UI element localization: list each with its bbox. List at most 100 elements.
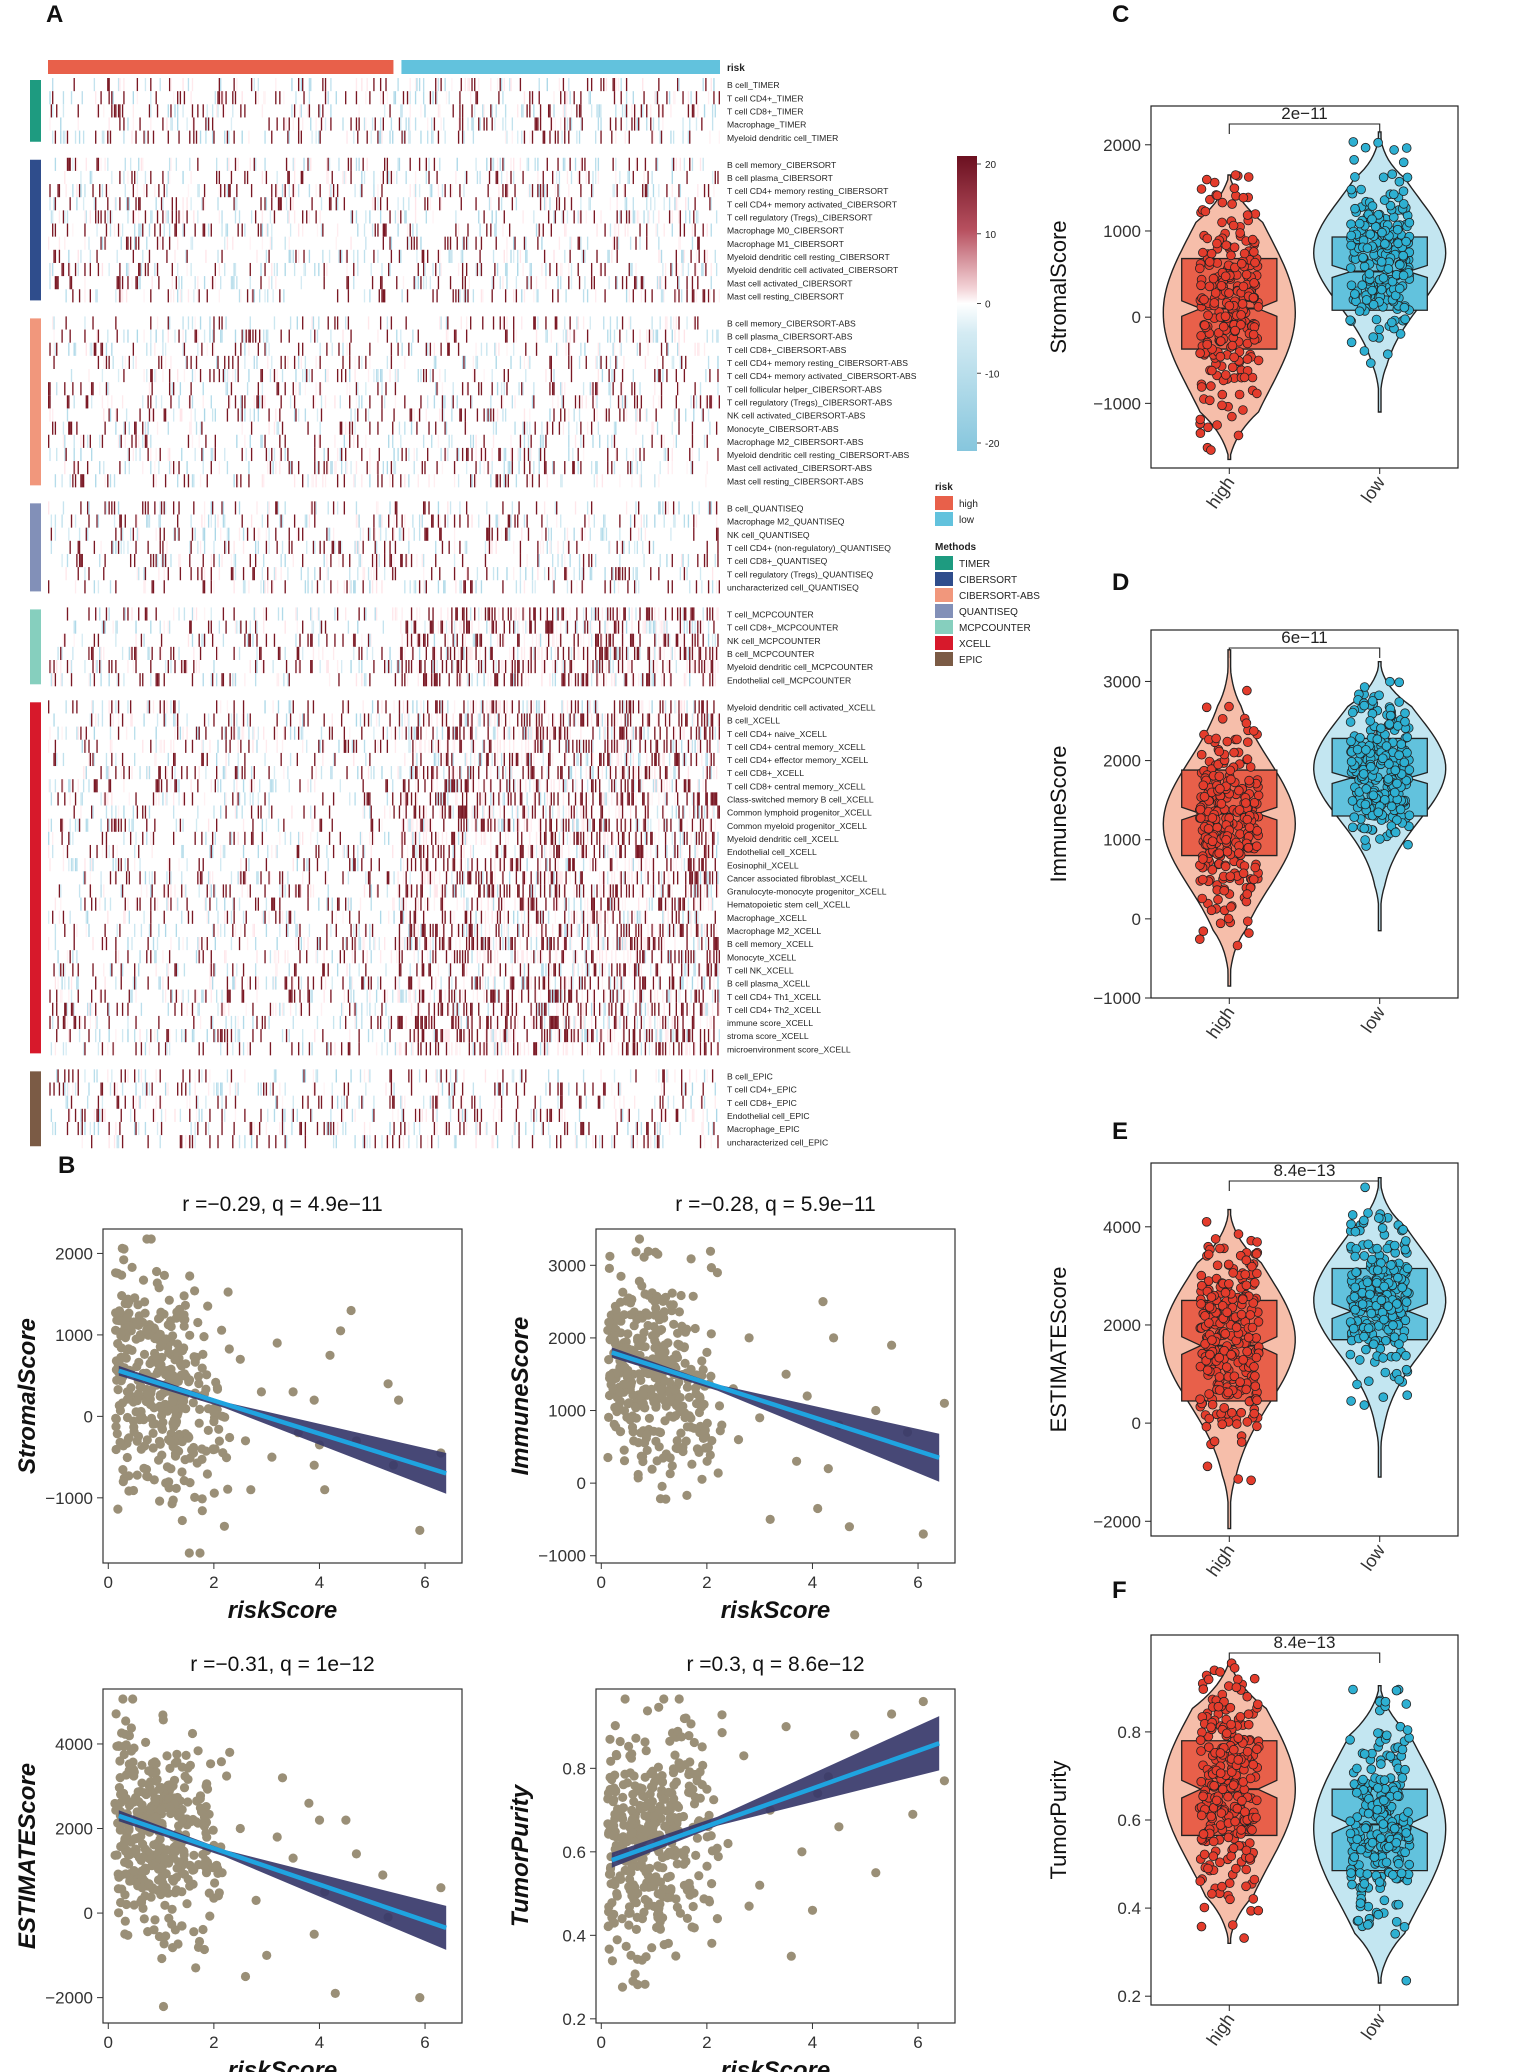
heatmap-cell (386, 157, 389, 171)
heatmap-cell (510, 660, 512, 674)
heatmap-cell (422, 673, 425, 687)
heatmap-cell (632, 673, 634, 687)
heatmap-row-label: Myeloid dendritic cell resting_CIBERSORT… (727, 450, 910, 460)
heatmap-cell (95, 91, 97, 105)
heatmap-cell (490, 223, 492, 237)
heatmap-cell (628, 210, 630, 224)
heatmap-cell (275, 501, 277, 515)
heatmap-cell (445, 660, 448, 674)
heatmap-cell (701, 580, 703, 594)
heatmap-cell (203, 633, 206, 647)
heatmap-cell (476, 170, 479, 185)
heatmap-cell (374, 607, 376, 621)
heatmap-cell (588, 197, 590, 211)
heatmap-cell (447, 700, 449, 714)
heatmap-cell (436, 726, 438, 740)
heatmap-cell (246, 289, 249, 303)
heatmap-cell (453, 700, 456, 714)
heatmap-cell (569, 553, 571, 568)
heatmap-cell (148, 514, 151, 528)
heatmap-cell (214, 434, 216, 448)
heatmap-cell (658, 633, 660, 647)
heatmap-cell (183, 342, 186, 356)
heatmap-cell (307, 421, 309, 435)
heatmap-cell (374, 739, 376, 753)
heatmap-cell (62, 262, 65, 277)
heatmap-cell (465, 262, 468, 277)
heatmap-cell (435, 355, 437, 369)
heatmap-cell (609, 607, 612, 621)
heatmap-cell (526, 474, 528, 488)
heatmap-cell (135, 197, 137, 211)
heatmap-cell (283, 184, 285, 198)
heatmap-cell (685, 713, 687, 727)
heatmap-cell (609, 660, 612, 674)
heatmap-cell (633, 395, 636, 409)
heatmap-cell (256, 249, 258, 263)
heatmap-cell (439, 104, 441, 118)
heatmap-cell (254, 210, 257, 224)
heatmap-cell (678, 78, 680, 92)
heatmap-cell (414, 91, 417, 105)
heatmap-cell (177, 289, 179, 303)
heatmap-cell (631, 104, 633, 118)
heatmap-cell (324, 369, 327, 383)
heatmap-cell (129, 527, 132, 541)
heatmap-cell (687, 646, 690, 660)
heatmap-cell (453, 553, 456, 568)
heatmap-cell (483, 369, 485, 383)
heatmap-cell (164, 553, 167, 568)
heatmap-cell (638, 580, 640, 594)
heatmap-cell (593, 474, 595, 488)
heatmap-cell (605, 620, 608, 634)
heatmap-cell (543, 501, 546, 515)
heatmap-cell (432, 262, 434, 277)
heatmap-cell (564, 408, 566, 422)
heatmap-cell (264, 342, 266, 356)
heatmap-cell (386, 170, 389, 185)
heatmap-cell (49, 197, 51, 211)
heatmap-cell (647, 342, 649, 356)
heatmap-cell (206, 474, 208, 488)
heatmap-cell (441, 620, 444, 634)
heatmap-cell (96, 739, 98, 753)
heatmap-cell (54, 223, 57, 237)
heatmap-cell (694, 620, 696, 634)
heatmap-cell (706, 395, 708, 409)
heatmap-cell (406, 713, 409, 727)
heatmap-cell (158, 184, 160, 198)
heatmap-cell (695, 514, 698, 528)
heatmap-cell (401, 130, 403, 144)
heatmap-cell (623, 184, 625, 198)
heatmap-cell (577, 646, 579, 660)
heatmap-cell (691, 236, 694, 250)
heatmap-cell (217, 355, 219, 369)
heatmap-cell (586, 700, 589, 714)
heatmap-cell (410, 633, 413, 647)
heatmap-cell (202, 580, 204, 594)
heatmap-cell (249, 633, 251, 647)
heatmap-cell (695, 395, 698, 409)
heatmap-cell (595, 382, 597, 396)
heatmap-cell (172, 527, 175, 541)
heatmap-cell (113, 223, 116, 237)
heatmap-cell (285, 660, 288, 674)
heatmap-cell (218, 78, 221, 92)
heatmap-cell (342, 355, 344, 369)
heatmap-cell (581, 673, 583, 687)
heatmap-cell (465, 461, 468, 475)
heatmap-cell (179, 382, 182, 396)
heatmap-cell (322, 78, 324, 92)
heatmap-cell (181, 408, 183, 422)
heatmap-cell (468, 673, 471, 687)
heatmap-cell (574, 434, 577, 448)
heatmap-cell (478, 382, 480, 396)
heatmap-cell (529, 646, 531, 660)
heatmap-cell (491, 104, 493, 118)
heatmap-cell (62, 91, 65, 105)
heatmap-cell (54, 249, 57, 263)
heatmap-cell (95, 660, 97, 674)
heatmap-cell (397, 78, 399, 92)
heatmap-cell (143, 713, 145, 727)
heatmap-cell (190, 355, 192, 369)
